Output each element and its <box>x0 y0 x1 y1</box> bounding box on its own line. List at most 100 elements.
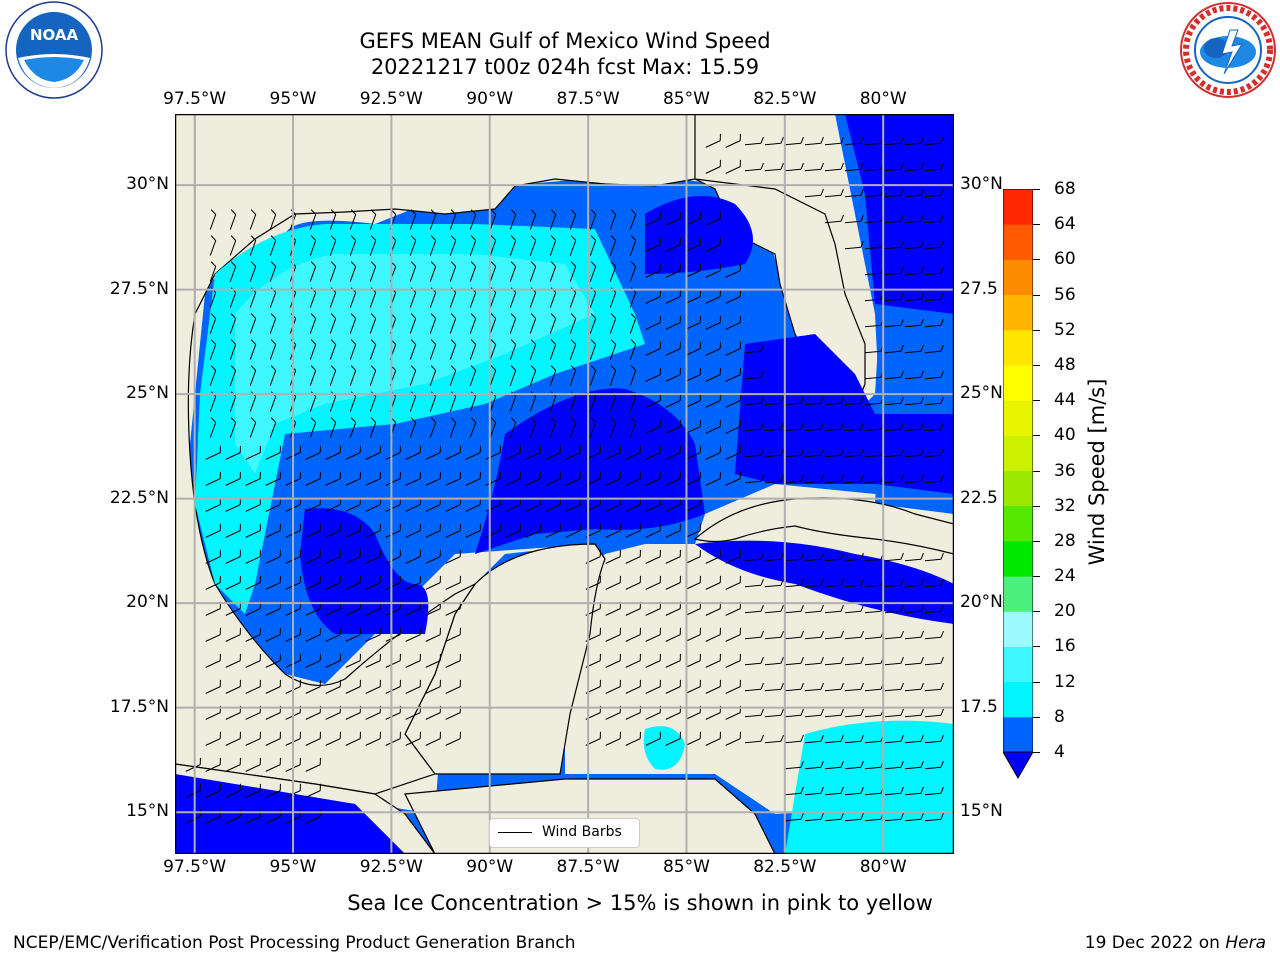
wind-barb <box>349 417 357 438</box>
wind-barb <box>305 679 321 694</box>
wind-barb <box>924 786 944 796</box>
wind-barb <box>409 261 417 282</box>
wind-barb <box>685 653 701 668</box>
wind-barb <box>844 396 864 406</box>
date-line: 19 Dec 2022 on Hera <box>1085 933 1266 953</box>
wind-barb <box>529 365 537 386</box>
wind-barb <box>645 445 661 460</box>
colorbar-segment <box>1003 576 1033 612</box>
wind-barb <box>265 445 281 460</box>
wind-barb <box>784 604 804 614</box>
wind-barb <box>349 365 357 386</box>
wind-barb <box>489 209 497 230</box>
us-gulf-coast-land <box>175 114 696 315</box>
colorbar-segment <box>1003 646 1033 683</box>
wind-barb <box>609 339 617 360</box>
wind-barb <box>269 365 277 386</box>
wind-barb <box>665 731 681 746</box>
wind-barb <box>924 318 944 328</box>
wind-zone-below-4-d <box>735 334 954 494</box>
wind-barb <box>884 292 904 302</box>
wind-barb <box>265 731 281 746</box>
wind-barb <box>705 237 721 252</box>
wind-barb <box>844 578 864 588</box>
wind-barb <box>225 523 241 538</box>
wind-barb <box>549 261 557 282</box>
wind-barb <box>245 757 261 772</box>
wind-barb <box>744 552 764 562</box>
wind-barb <box>665 341 681 356</box>
wind-barb <box>685 315 701 330</box>
wind-barb <box>804 188 824 198</box>
wind-zone-caribbean-small <box>643 726 685 770</box>
wind-barb <box>645 679 661 694</box>
wind-barb <box>784 474 804 484</box>
nws-logo <box>1180 2 1276 98</box>
wind-barb <box>445 549 461 564</box>
wind-barb <box>665 211 681 226</box>
wind-barb <box>924 448 944 458</box>
wind-barb <box>245 471 261 486</box>
wind-barb <box>449 261 457 282</box>
wind-barb <box>365 575 381 590</box>
wind-barb <box>884 734 904 744</box>
wind-barb <box>445 679 461 694</box>
lon-label: 90°W <box>466 89 514 109</box>
wind-barb <box>365 471 381 486</box>
wind-barb <box>305 575 321 590</box>
wind-barb <box>225 757 241 772</box>
wind-barb <box>385 575 401 590</box>
wind-barb <box>645 289 661 304</box>
wind-barb <box>904 656 924 666</box>
wind-barb <box>589 365 597 386</box>
wind-barb <box>325 731 341 746</box>
wind-barb <box>824 656 844 666</box>
wind-barb <box>229 209 237 230</box>
wind-barb <box>345 679 361 694</box>
colorbar-tick-label: 56 <box>1054 284 1076 305</box>
wind-barb <box>425 523 441 538</box>
wind-barb <box>884 396 904 406</box>
wind-barb <box>824 734 844 744</box>
wind-barb <box>725 263 741 278</box>
wind-barb <box>924 656 944 666</box>
wind-barb <box>309 261 317 282</box>
wind-barb <box>569 235 577 256</box>
wind-barb <box>725 731 741 746</box>
wind-barb <box>804 708 824 718</box>
wind-barb <box>345 523 361 538</box>
map-canvas <box>174 113 955 855</box>
wind-barb <box>385 523 401 538</box>
wind-barb <box>265 653 281 668</box>
wind-barb <box>245 653 261 668</box>
colorbar-under-triangle <box>1003 751 1033 779</box>
lon-label: 80°W <box>859 857 907 877</box>
wind-barb <box>225 471 241 486</box>
wind-barb <box>605 653 621 668</box>
wind-barb <box>645 471 661 486</box>
wind-barb <box>685 367 701 382</box>
colorbar-segment <box>1003 505 1033 542</box>
wind-barb <box>325 653 341 668</box>
wind-barb <box>245 445 261 460</box>
credit-line: NCEP/EMC/Verification Post Processing Pr… <box>13 933 576 953</box>
wind-barb <box>309 417 317 438</box>
wind-barb <box>385 471 401 486</box>
wind-barb <box>884 630 904 640</box>
wind-barb <box>685 211 701 226</box>
wind-barb <box>844 136 864 146</box>
wind-barb <box>225 653 241 668</box>
wind-barb <box>529 235 537 256</box>
wind-barb <box>744 474 764 484</box>
wind-barb <box>924 188 944 198</box>
wind-barb <box>409 209 417 230</box>
wind-barb <box>705 679 721 694</box>
wind-barb <box>309 209 317 230</box>
wind-barb <box>449 339 457 360</box>
wind-barb <box>904 760 924 770</box>
colorbar-tick-label: 40 <box>1054 425 1076 446</box>
wind-barb <box>924 812 944 822</box>
wind-barb <box>804 552 824 562</box>
wind-barb <box>725 679 741 694</box>
wind-barb <box>804 656 824 666</box>
